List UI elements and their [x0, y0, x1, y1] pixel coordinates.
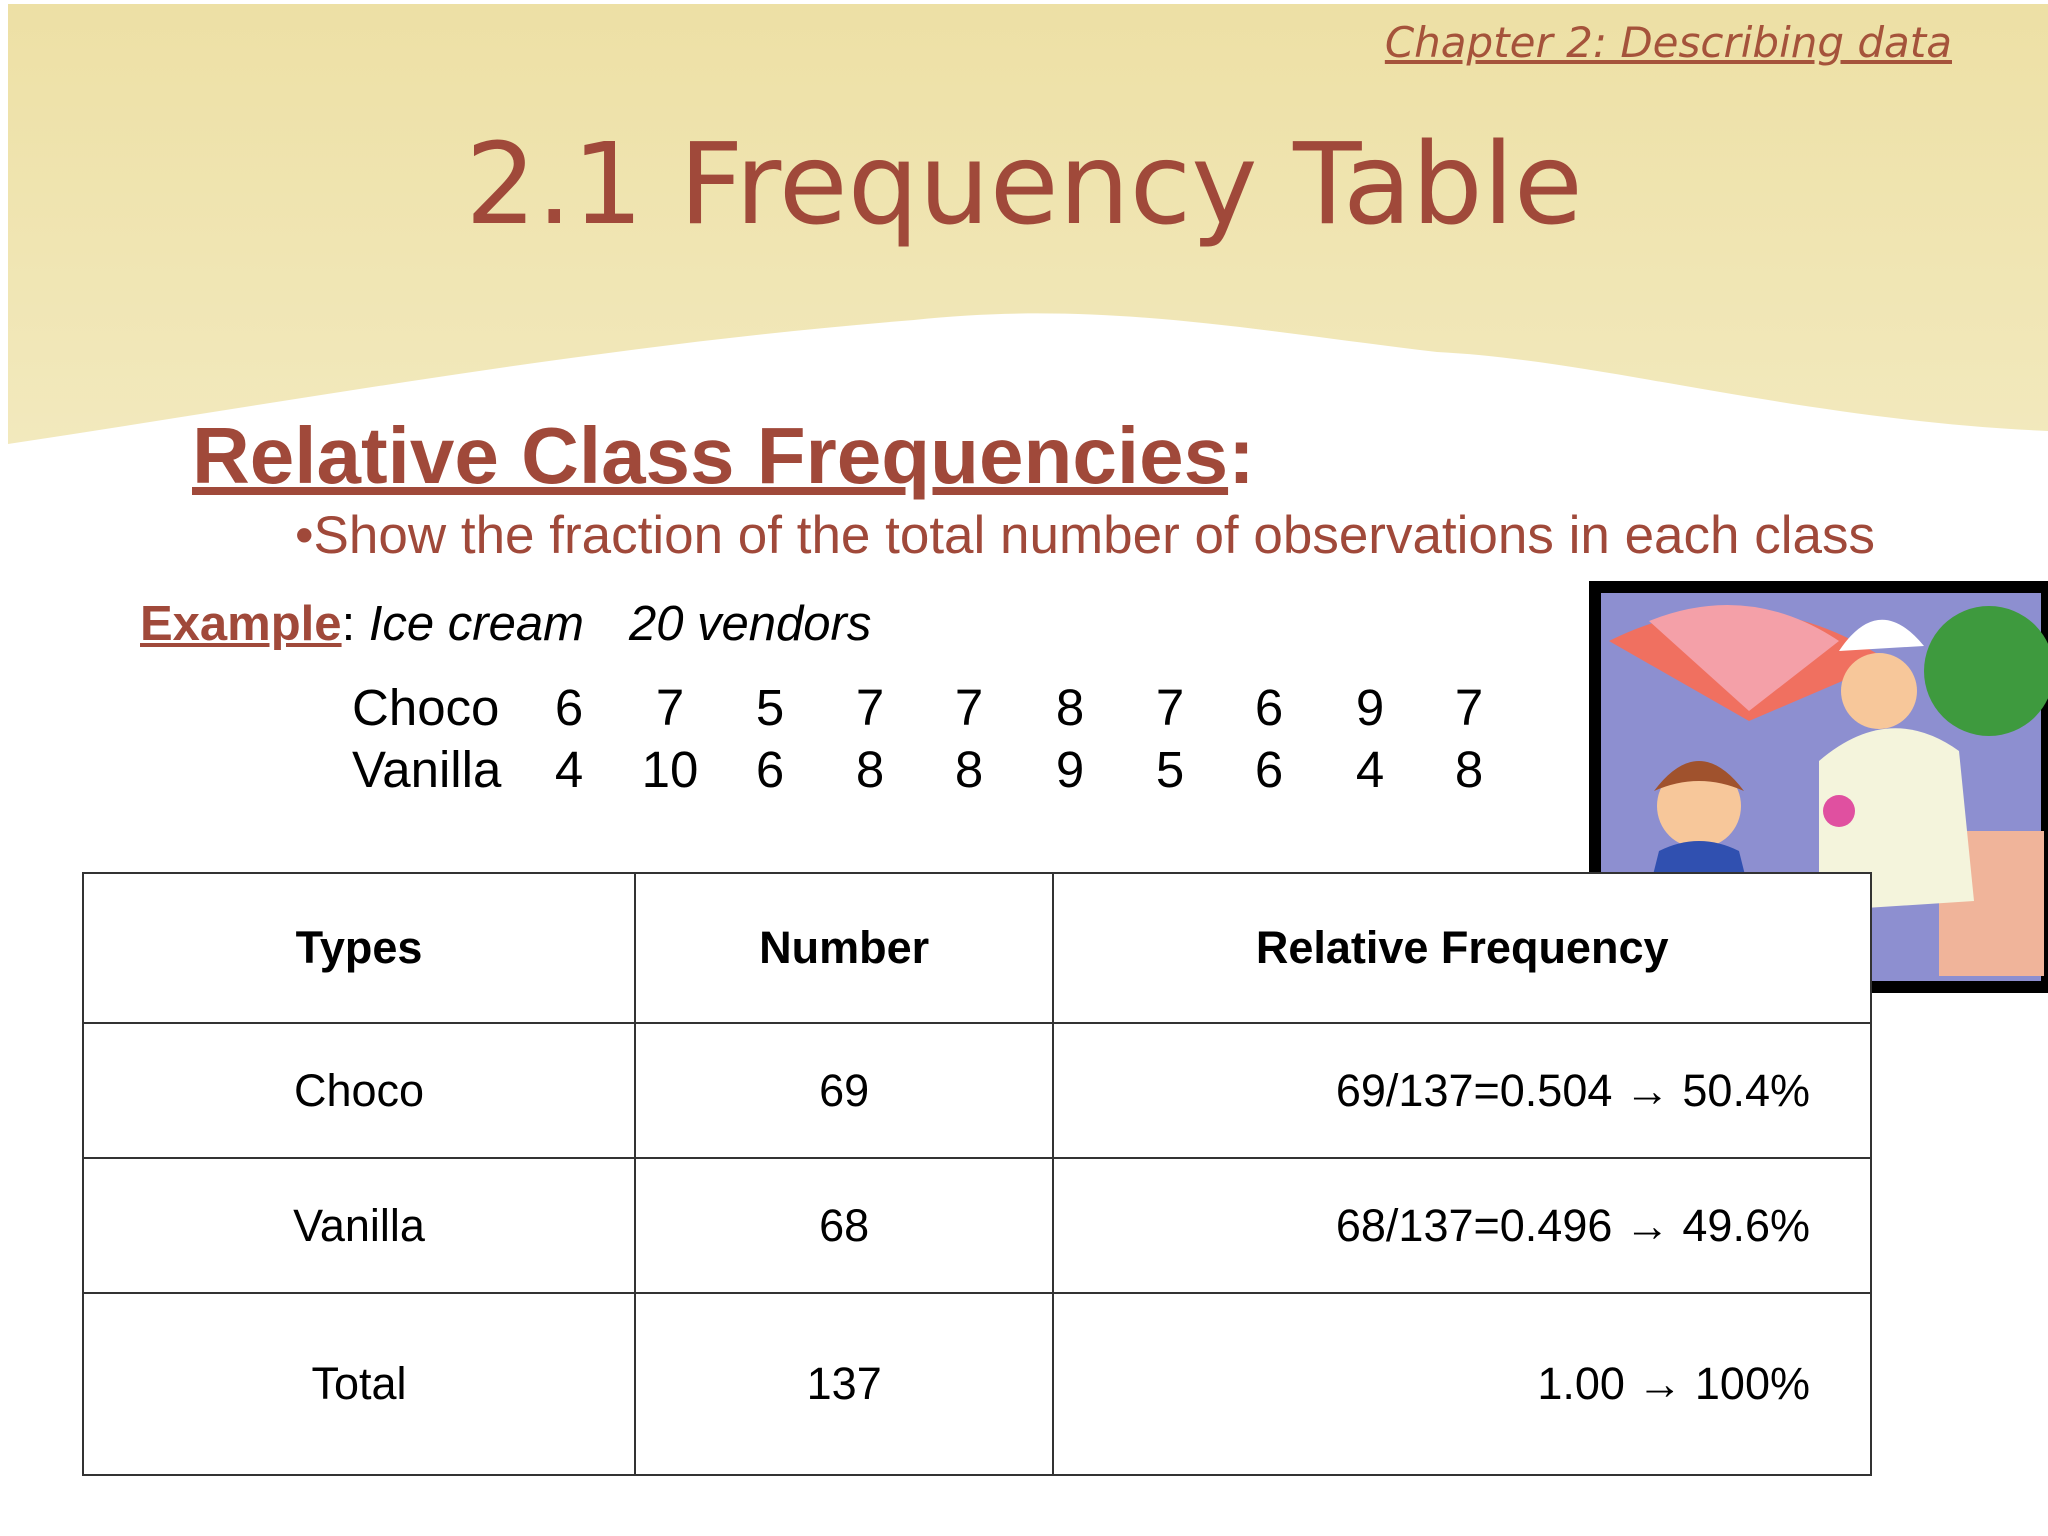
umbrella-panel	[1649, 605, 1839, 711]
row-value: 5	[1155, 741, 1185, 798]
banner-wave	[8, 4, 2048, 444]
row-value: 7	[655, 679, 685, 736]
example-item: Ice cream	[368, 597, 584, 651]
table-cell: Choco	[81, 1022, 637, 1159]
column-header: Types	[81, 872, 637, 1024]
row-value: 9	[1355, 679, 1385, 736]
table-row: Vanilla 68 68/137=0.496 → 49.6%	[81, 1157, 1872, 1294]
row-value: 8	[855, 741, 885, 798]
example-line: Example: Ice cream 20 vendors	[140, 596, 871, 652]
row-name: Vanilla	[352, 741, 502, 798]
table-cell: 69/137=0.504 → 50.4%	[1052, 1022, 1872, 1159]
row-value: 7	[855, 679, 885, 736]
heading-text: Relative Class Frequencies	[192, 411, 1229, 500]
girl-hair	[1654, 761, 1744, 791]
slide-title: 2.1 Frequency Table	[465, 120, 1583, 250]
row-value: 10	[641, 741, 699, 798]
row-value: 7	[954, 679, 984, 736]
row-name: Choco	[352, 679, 500, 736]
row-value: 8	[1055, 679, 1085, 736]
row-value: 9	[1055, 741, 1085, 798]
chapter-label: Chapter 2: Describing data	[1384, 18, 1952, 67]
table-cell: Total	[81, 1292, 637, 1476]
table-cell: 1.00 → 100%	[1052, 1292, 1872, 1476]
table-cell: 69	[634, 1022, 1055, 1159]
column-header: Number	[634, 872, 1055, 1024]
heading-punct: :	[1228, 411, 1255, 500]
example-separator: :	[341, 597, 356, 651]
section-heading: Relative Class Frequencies:	[192, 410, 1255, 502]
row-value: 4	[554, 741, 584, 798]
chef-body	[1819, 728, 1974, 911]
example-label: Example	[140, 597, 342, 651]
table-row: Choco 69 69/137=0.504 → 50.4%	[81, 1022, 1872, 1159]
table-cell: Vanilla	[81, 1157, 637, 1294]
column-header: Relative Frequency	[1052, 872, 1872, 1024]
row-value: 7	[1454, 679, 1484, 736]
table-cell: 68/137=0.496 → 49.6%	[1052, 1157, 1872, 1294]
chef-head	[1841, 653, 1917, 729]
chef-hat	[1839, 619, 1924, 651]
frequency-table: Types Number Relative Frequency Choco 69 69/…	[81, 872, 1872, 1476]
tree	[1924, 606, 2048, 736]
row-value: 6	[1254, 679, 1284, 736]
table-cell: 137	[634, 1292, 1055, 1476]
banner	[8, 4, 2048, 444]
ice-cream	[1823, 795, 1855, 827]
table-cell: 68	[634, 1157, 1055, 1294]
row-value: 4	[1355, 741, 1385, 798]
row-value: 8	[1454, 741, 1484, 798]
row-value: 8	[954, 741, 984, 798]
girl-head	[1657, 764, 1741, 848]
row-value: 5	[755, 679, 785, 736]
row-value: 6	[755, 741, 785, 798]
example-count: 20 vendors	[628, 597, 872, 651]
row-value: 7	[1155, 679, 1185, 736]
bullet: •Show the fraction of the total number o…	[295, 506, 1875, 565]
row-value: 6	[554, 679, 584, 736]
table-row: Total 137 1.00 → 100%	[81, 1292, 1872, 1476]
row-value: 6	[1254, 741, 1284, 798]
